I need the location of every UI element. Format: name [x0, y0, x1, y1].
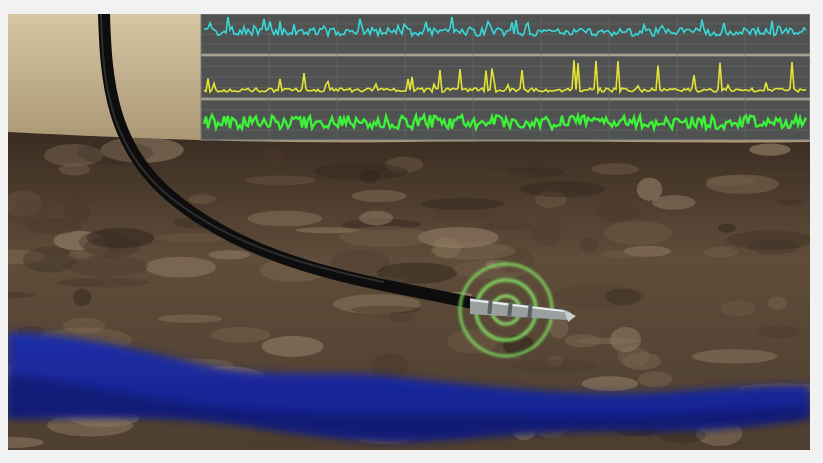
water-shading	[8, 374, 810, 439]
sensor-probe-icon	[469, 298, 576, 322]
telemetry-trace-cyan	[203, 16, 807, 39]
telemetry-panel	[200, 14, 810, 141]
cable-highlight	[100, 14, 385, 283]
telemetry-trace-yellow	[203, 60, 807, 95]
telemetry-trace-green	[202, 111, 808, 133]
underground-scene	[8, 14, 810, 450]
scene-frame	[8, 14, 810, 450]
